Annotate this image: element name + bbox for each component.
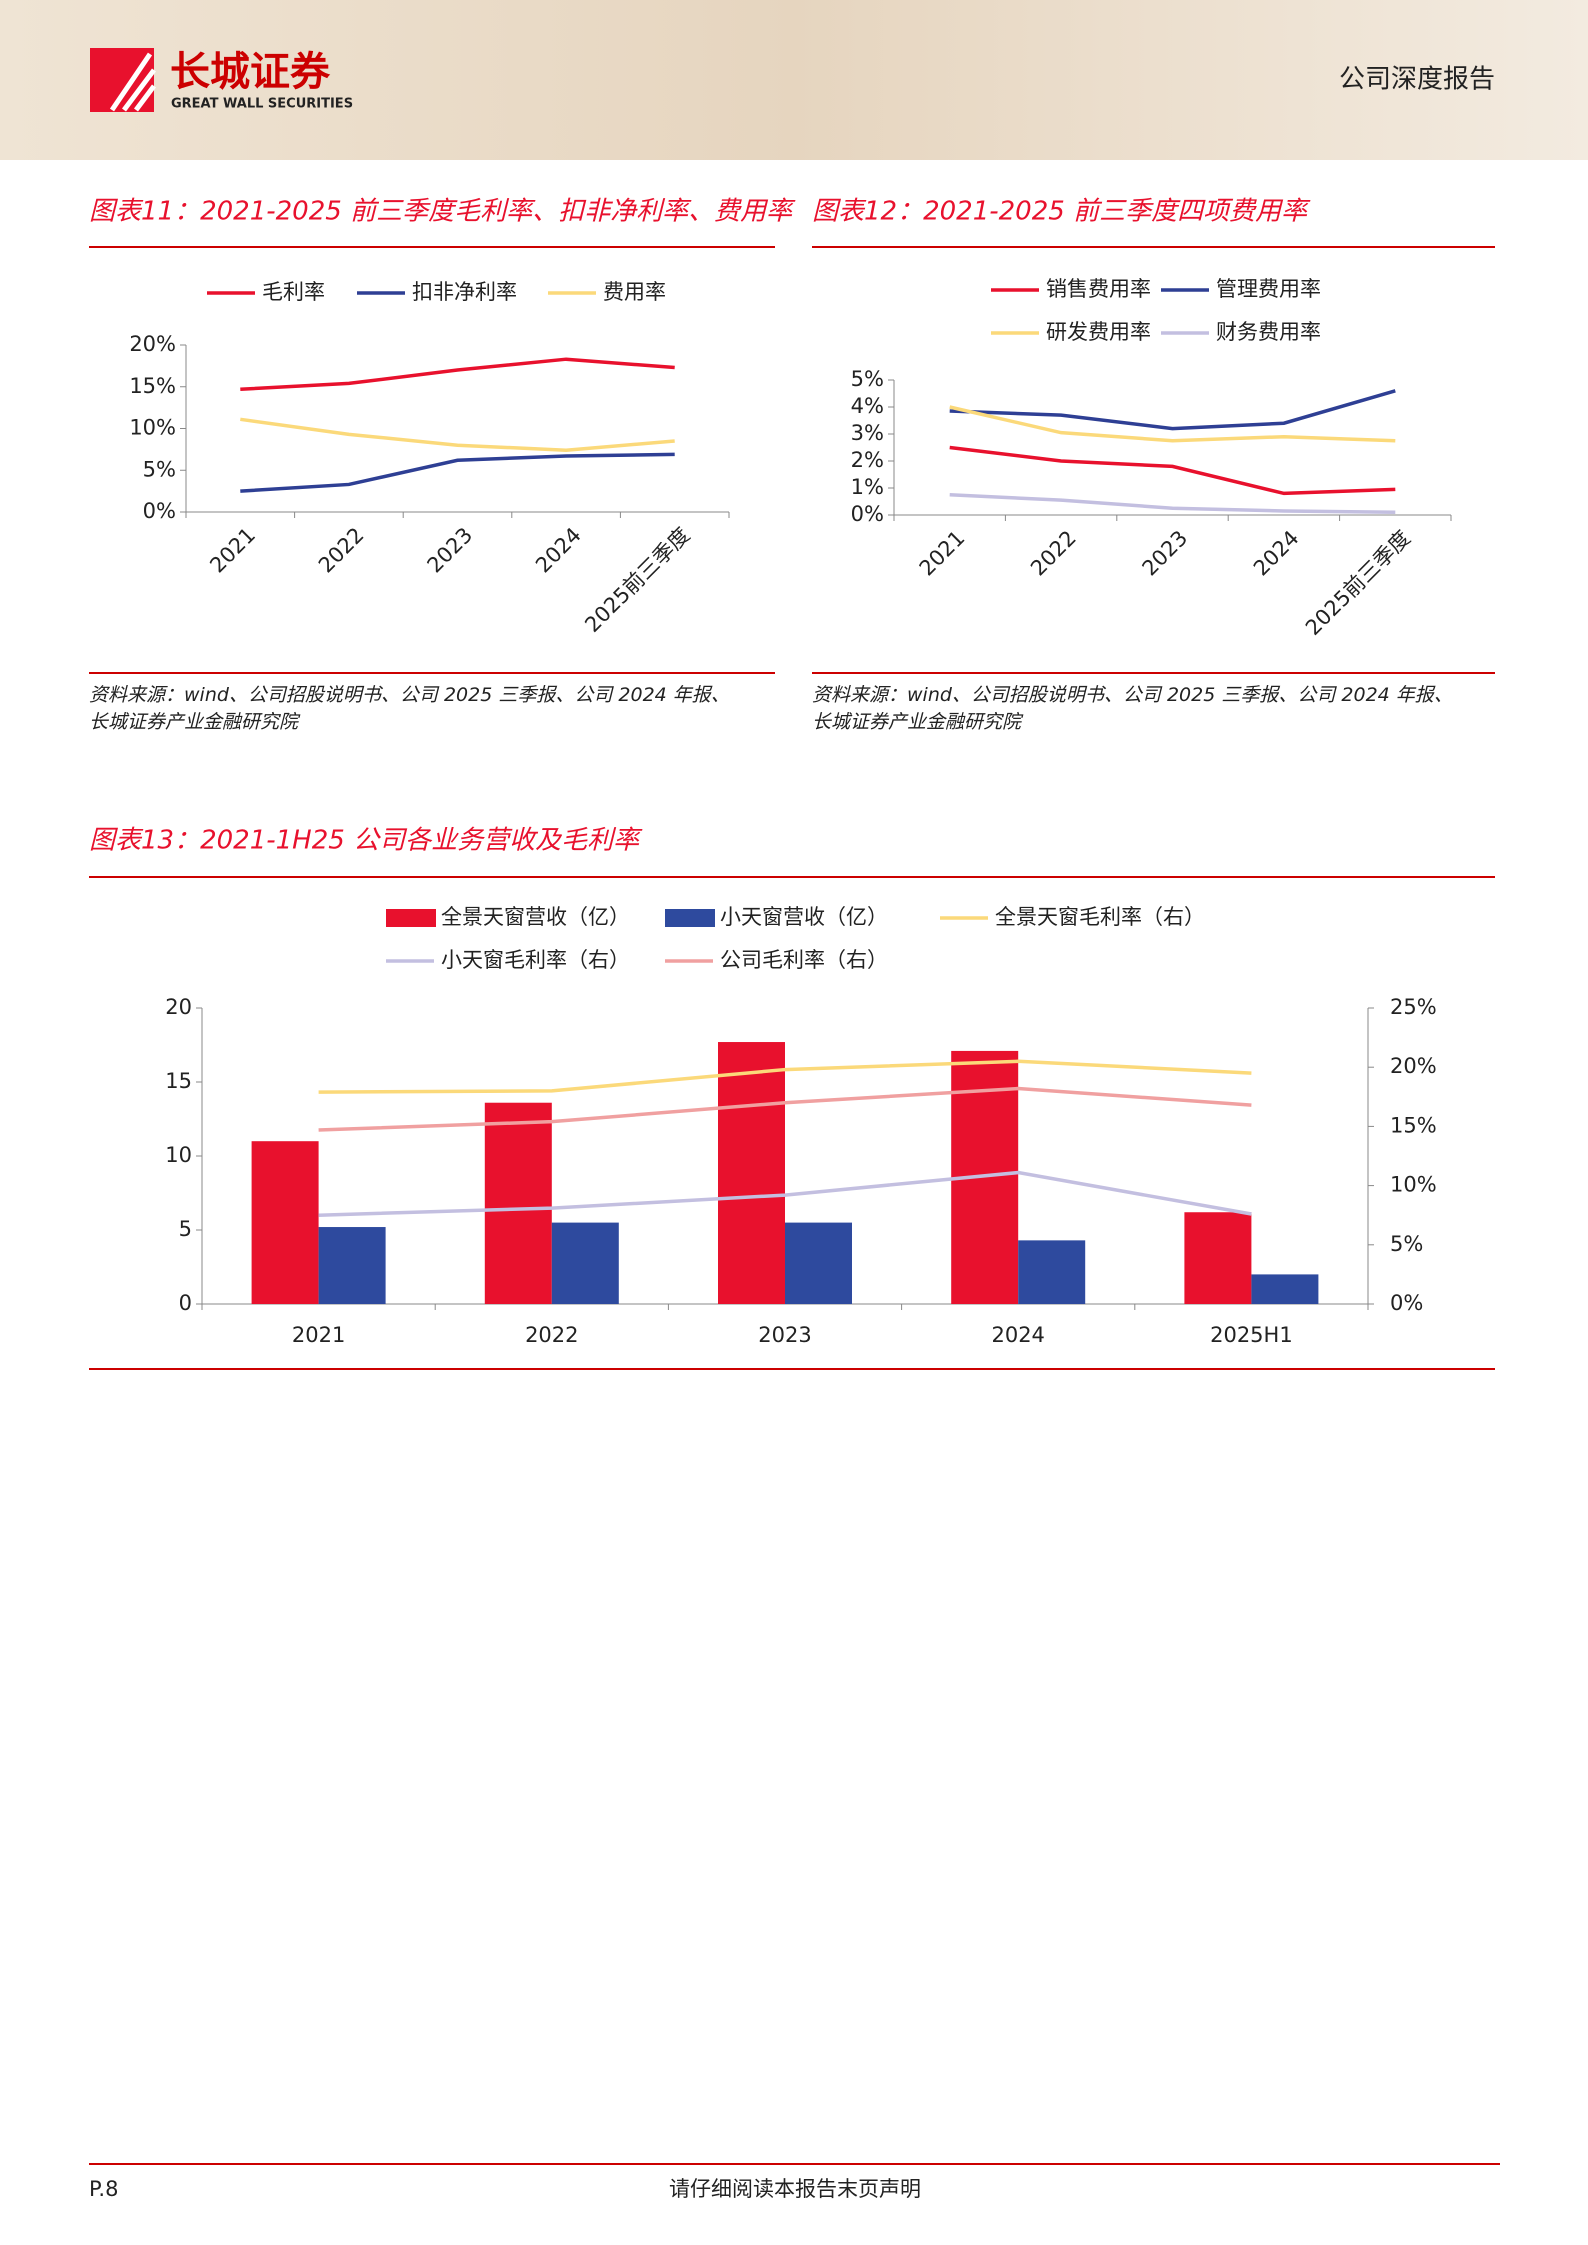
legend-label: 毛利率	[262, 280, 325, 304]
y-tick-label: 0	[179, 1291, 192, 1315]
series-line	[318, 1170, 1252, 1217]
x-tick-label: 2025H1	[1210, 1323, 1293, 1347]
y-tick-label: 0%	[143, 499, 176, 523]
x-tick-label: 2023	[423, 523, 478, 578]
y-tick-label: 4%	[851, 394, 884, 418]
figure-title: 图表12：2021-2025 前三季度四项费用率	[812, 197, 1311, 227]
y-tick-label: 15	[165, 1069, 192, 1093]
legend-swatch	[386, 909, 436, 927]
x-tick-label: 2024	[1249, 526, 1304, 581]
figure-title: 图表13：2021-1H25 公司各业务营收及毛利率	[89, 826, 643, 856]
series-line	[318, 1059, 1252, 1094]
report-type: 公司深度报告	[1339, 65, 1495, 95]
series-line	[240, 417, 675, 452]
bar	[1018, 1240, 1086, 1304]
bar	[251, 1141, 319, 1304]
y-tick-label: 5%	[143, 457, 176, 481]
y2-tick-label: 10%	[1390, 1173, 1437, 1197]
x-tick-label: 2023	[1138, 526, 1193, 581]
x-tick-label: 2021	[205, 523, 260, 578]
legend-label: 销售费用率	[1046, 277, 1151, 301]
legend-label: 扣非净利率	[412, 280, 517, 304]
series-line	[240, 452, 675, 493]
bar	[318, 1227, 386, 1304]
legend-label: 公司毛利率（右）	[720, 948, 888, 972]
company-name-en: GREAT WALL SECURITIES	[171, 97, 353, 112]
legend-label: 管理费用率	[1216, 277, 1321, 301]
y-tick-label: 3%	[851, 421, 884, 445]
y-tick-label: 1%	[851, 475, 884, 499]
y2-tick-label: 0%	[1390, 1291, 1423, 1315]
series-line	[949, 493, 1396, 515]
y-tick-label: 0%	[851, 502, 884, 526]
bar	[1184, 1212, 1252, 1304]
bar	[551, 1222, 619, 1304]
company-name: 长城证券	[170, 49, 331, 95]
bar	[484, 1102, 552, 1304]
series-line	[318, 1086, 1252, 1132]
y-tick-label: 5%	[851, 367, 884, 391]
footer-notice: 请仔细阅读本报告末页声明	[669, 2177, 921, 2201]
series-line	[949, 389, 1396, 431]
figure-title: 图表11：2021-2025 前三季度毛利率、扣非净利率、费用率	[89, 197, 796, 227]
bar	[1251, 1274, 1319, 1304]
legend-label: 财务费用率	[1216, 320, 1321, 344]
figure-source: 资料来源：wind、公司招股说明书、公司 2025 三季报、公司 2024 年报…	[89, 684, 730, 733]
x-tick-label: 2023	[758, 1323, 811, 1347]
x-tick-label: 2022	[525, 1323, 578, 1347]
y2-tick-label: 25%	[1390, 995, 1437, 1019]
header-background	[0, 0, 1588, 160]
x-tick-label: 2024	[991, 1323, 1044, 1347]
legend-label: 研发费用率	[1046, 320, 1151, 344]
y2-tick-label: 15%	[1390, 1113, 1437, 1137]
legend-label: 费用率	[603, 280, 666, 304]
figure-source: 资料来源：wind、公司招股说明书、公司 2025 三季报、公司 2024 年报…	[812, 684, 1453, 733]
x-tick-label: 2025前三季度	[580, 523, 694, 637]
y-tick-label: 15%	[129, 374, 176, 398]
y-tick-label: 2%	[851, 448, 884, 472]
x-tick-label: 2022	[1026, 526, 1081, 581]
y2-tick-label: 5%	[1390, 1232, 1423, 1256]
x-tick-label: 2024	[531, 523, 586, 578]
bar	[718, 1042, 785, 1304]
legend-label: 全景天窗毛利率（右）	[995, 905, 1205, 929]
y-tick-label: 20%	[129, 332, 176, 356]
legend-swatch	[665, 909, 715, 927]
y-tick-label: 10%	[129, 416, 176, 440]
series-line	[949, 405, 1396, 443]
bar	[785, 1222, 852, 1304]
series-line	[949, 445, 1396, 496]
x-tick-label: 2025前三季度	[1301, 526, 1415, 640]
logo	[90, 48, 156, 112]
y2-tick-label: 20%	[1390, 1054, 1437, 1078]
legend-label: 小天窗毛利率（右）	[441, 948, 630, 972]
x-tick-label: 2022	[314, 523, 369, 578]
legend-label: 小天窗营收（亿）	[720, 905, 888, 929]
y-tick-label: 10	[165, 1143, 192, 1167]
y-tick-label: 5	[179, 1217, 192, 1241]
legend-label: 全景天窗营收（亿）	[441, 905, 630, 929]
x-tick-label: 2021	[915, 526, 970, 581]
y-tick-label: 20	[165, 995, 192, 1019]
series-line	[240, 357, 675, 392]
page-number: P.8	[89, 2177, 118, 2201]
x-tick-label: 2021	[292, 1323, 345, 1347]
